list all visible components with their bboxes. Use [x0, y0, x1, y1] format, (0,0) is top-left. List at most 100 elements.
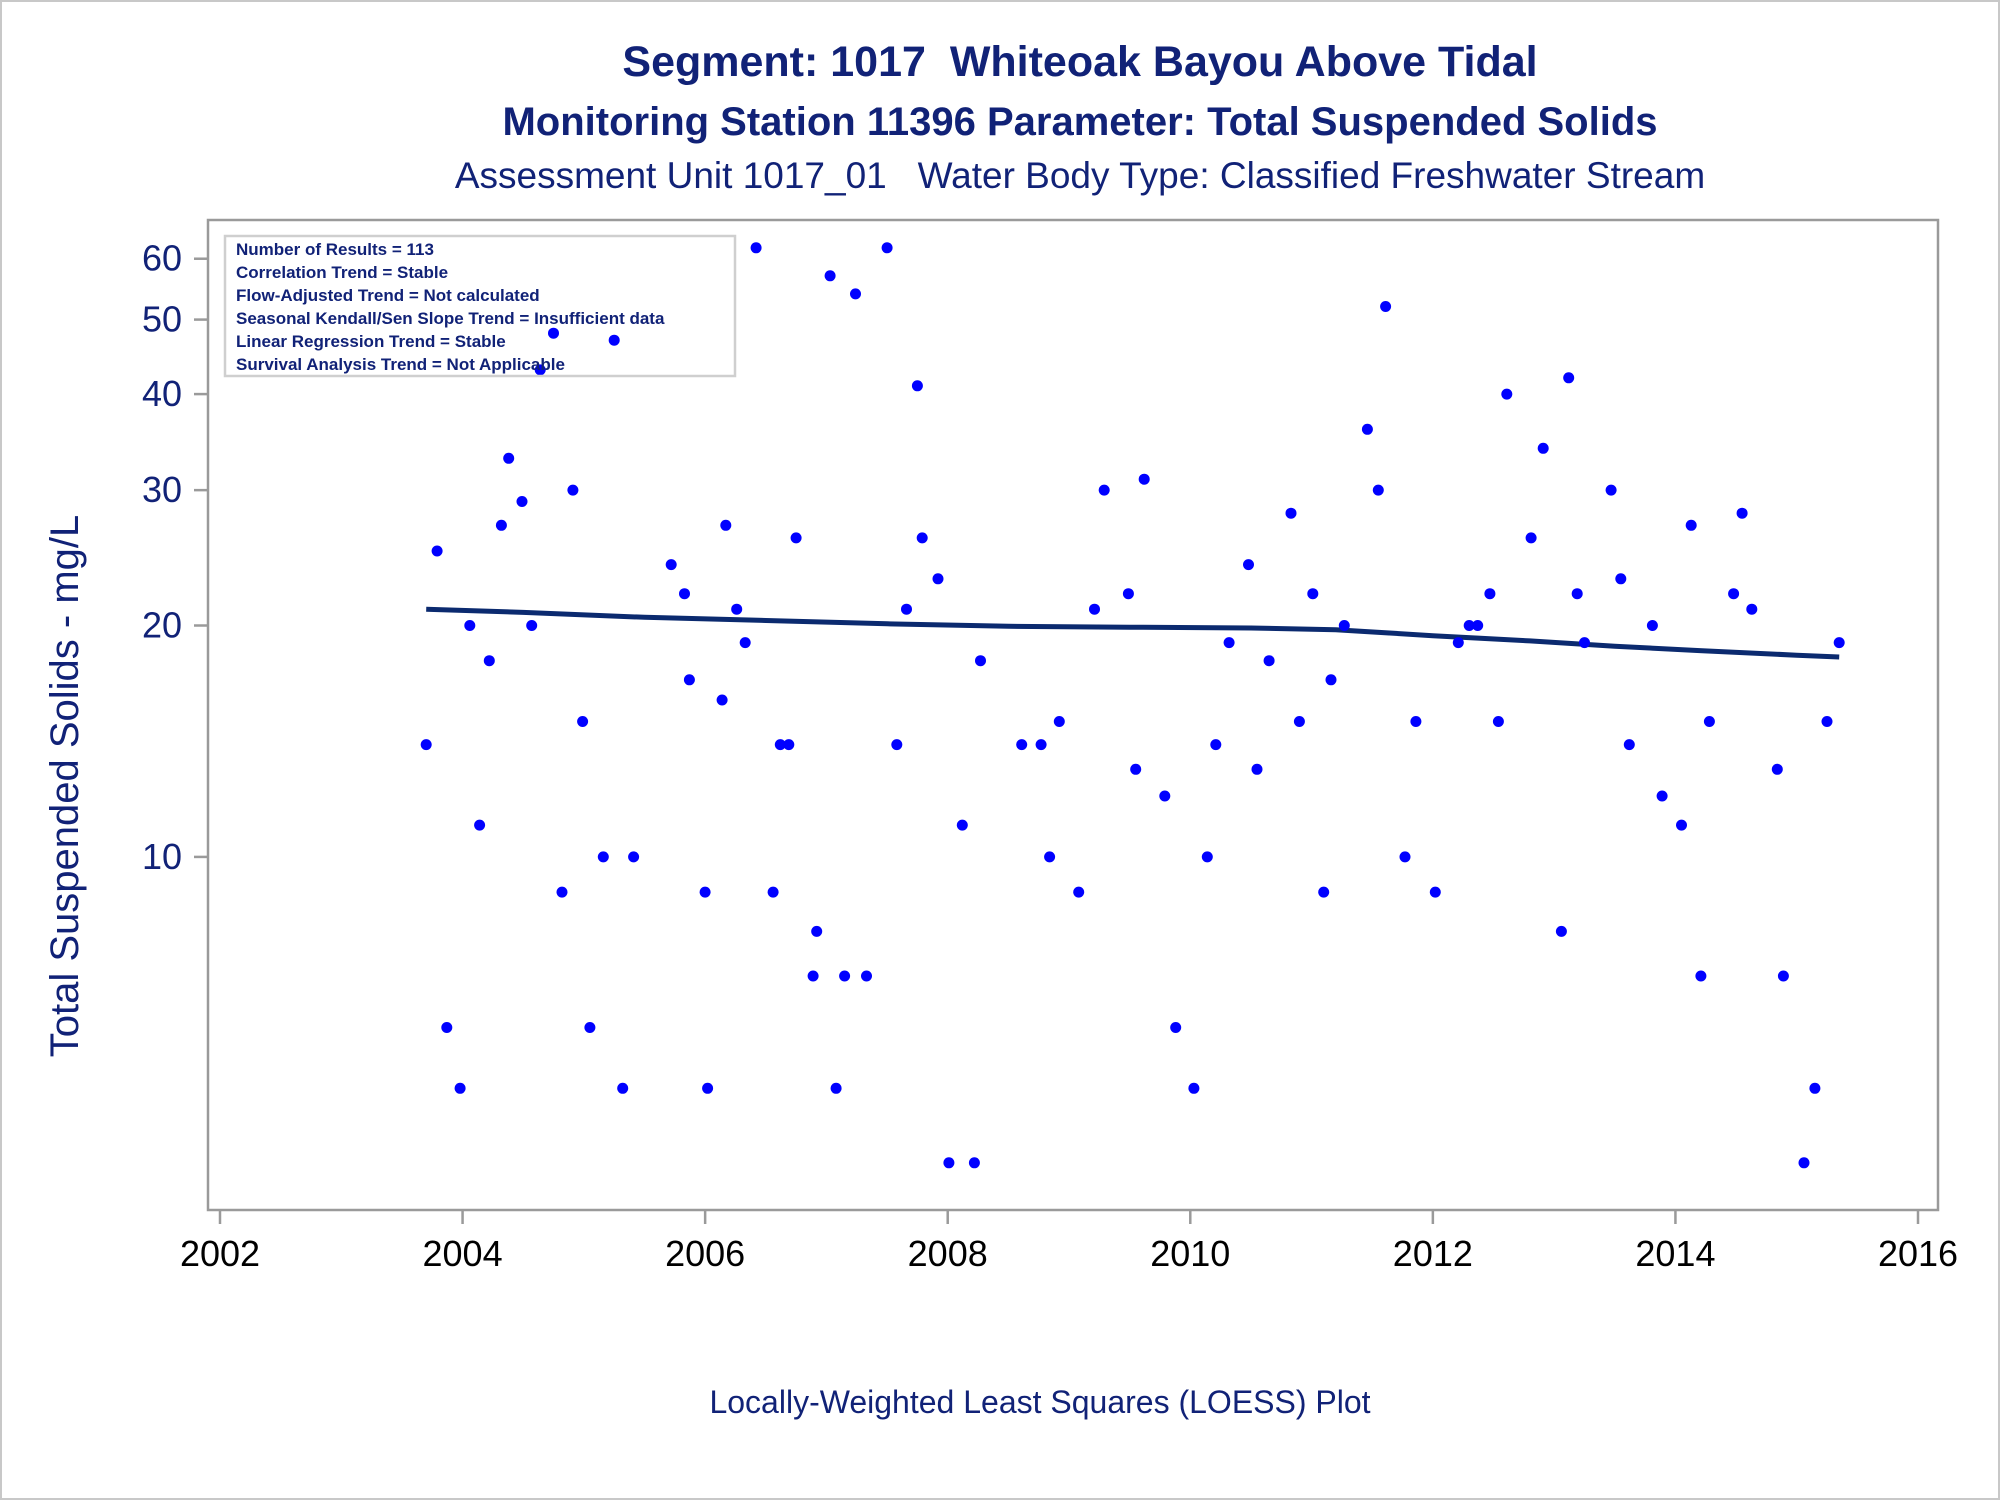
data-point [1243, 559, 1254, 571]
data-point [1746, 603, 1758, 615]
data-point [1656, 790, 1668, 802]
data-point [1492, 716, 1504, 727]
data-point [1399, 851, 1411, 863]
data-point [1429, 886, 1441, 898]
x-tick-label: 2014 [1635, 1233, 1715, 1274]
data-point [1798, 1157, 1810, 1169]
data-point [774, 739, 786, 751]
x-tick-label: 2012 [1393, 1233, 1473, 1274]
data-point [1563, 372, 1575, 384]
data-point [1463, 620, 1475, 631]
data-point [1372, 484, 1384, 496]
y-tick-label: 60 [142, 238, 182, 279]
legend-line: Survival Analysis Trend = Not Applicable [236, 355, 565, 374]
data-point [454, 1082, 466, 1094]
data-point [1380, 301, 1392, 312]
data-point [1525, 532, 1537, 544]
data-point [608, 334, 620, 346]
data-point [464, 620, 476, 631]
data-point [699, 886, 711, 898]
data-point [1122, 588, 1134, 600]
legend-box [223, 234, 737, 378]
data-point [783, 739, 795, 751]
data-point [1138, 473, 1150, 485]
y-tick-label: 30 [142, 469, 182, 510]
data-point [584, 1022, 596, 1033]
chart-title: Segment: 1017 Whiteoak Bayou Above Tidal [622, 38, 1538, 86]
data-point [526, 620, 538, 631]
data-point [1676, 819, 1687, 831]
data-point [628, 851, 640, 863]
stats-legend: Number of Results = 113 Correlation Trend… [223, 234, 737, 378]
data-point [830, 1082, 842, 1094]
data-point [1736, 507, 1748, 519]
data-point [1571, 588, 1583, 600]
data-point [1777, 970, 1789, 982]
y-tick-label: 50 [142, 299, 182, 340]
data-point [483, 655, 495, 667]
data-point [1605, 484, 1617, 496]
data-point [495, 519, 507, 531]
data-point [617, 1082, 629, 1094]
data-point [767, 886, 779, 898]
x-tick-label: 2006 [665, 1233, 745, 1274]
y-tick-label: 40 [142, 373, 182, 414]
data-point [503, 452, 515, 464]
data-point [911, 380, 923, 392]
data-point [839, 970, 851, 982]
data-point [968, 1157, 980, 1169]
y-tick-label: 20 [142, 605, 182, 646]
data-point [1338, 620, 1350, 631]
data-point [790, 532, 802, 544]
data-point [683, 674, 695, 686]
data-point [720, 519, 732, 531]
data-point [1188, 1082, 1200, 1094]
data-point [1210, 739, 1222, 751]
data-point [1016, 739, 1028, 751]
data-point [881, 242, 893, 254]
data-point [1484, 588, 1496, 600]
data-point [1579, 637, 1590, 649]
plot-area [206, 218, 1940, 1212]
data-point [420, 739, 432, 751]
data-point [1223, 637, 1235, 649]
data-point [1318, 886, 1330, 898]
data-point [1251, 763, 1263, 775]
data-point [441, 1022, 453, 1033]
data-point [811, 925, 823, 937]
loess-line [426, 606, 1840, 660]
data-point [891, 739, 903, 751]
data-point [431, 545, 443, 557]
chart-footnote: Locally-Weighted Least Squares (LOESS) P… [709, 1384, 1371, 1420]
data-point [1410, 716, 1422, 727]
data-points [420, 242, 1845, 1169]
legend-line: Number of Results = 113 [236, 240, 434, 259]
x-tick-label: 2008 [908, 1233, 988, 1274]
chart-subtitle: Monitoring Station 11396 Parameter: Tota… [502, 100, 1658, 144]
data-point [665, 559, 677, 571]
x-tick-label: 2002 [180, 1233, 260, 1274]
data-point [1537, 442, 1549, 454]
data-point [739, 637, 751, 649]
x-tick-label: 2010 [1150, 1233, 1230, 1274]
chart-subtitle-2: Assessment Unit 1017_01 Water Body Type:… [454, 155, 1706, 196]
data-point [1307, 588, 1319, 600]
data-point [679, 588, 690, 600]
data-point [1293, 716, 1305, 727]
data-point [1646, 620, 1658, 631]
data-point [943, 1157, 955, 1169]
data-point [1728, 588, 1740, 600]
data-point [1695, 970, 1707, 982]
data-point [716, 694, 728, 706]
data-point [1615, 573, 1627, 585]
data-point [1452, 637, 1464, 649]
data-point [750, 242, 762, 254]
data-point [1685, 519, 1697, 531]
y-axis: 10 20 30 40 50 60 [142, 238, 208, 877]
data-point [1703, 716, 1715, 727]
data-point [956, 819, 968, 831]
data-point [577, 716, 589, 727]
data-point [1263, 655, 1275, 667]
